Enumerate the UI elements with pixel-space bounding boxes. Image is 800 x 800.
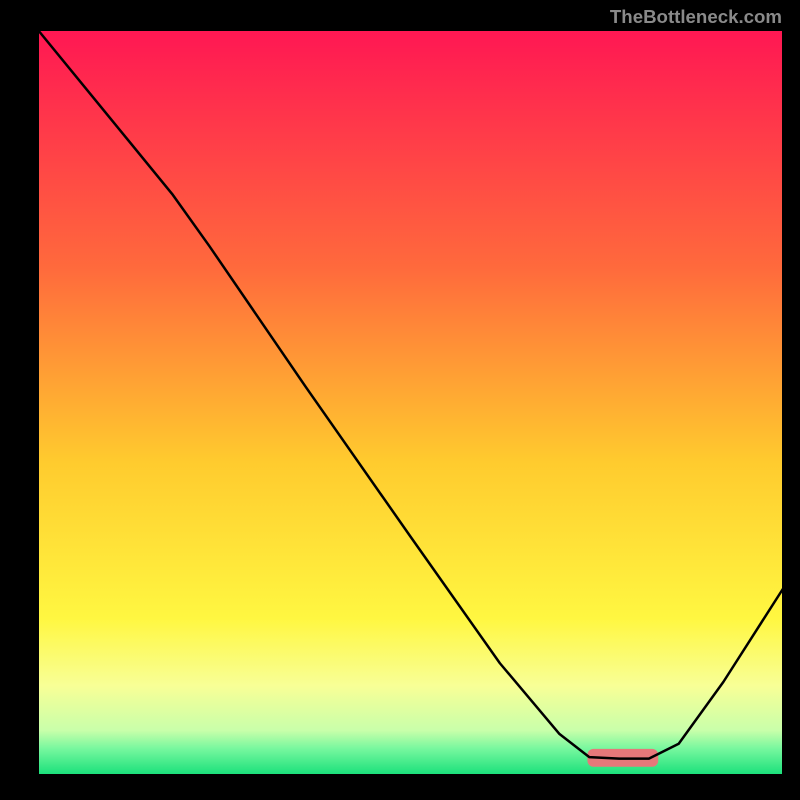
chart-svg <box>38 30 783 775</box>
watermark-label: TheBottleneck.com <box>610 6 782 28</box>
plot-area <box>38 30 783 775</box>
gradient-background <box>38 30 783 775</box>
figure-root: TheBottleneck.com <box>0 0 800 800</box>
